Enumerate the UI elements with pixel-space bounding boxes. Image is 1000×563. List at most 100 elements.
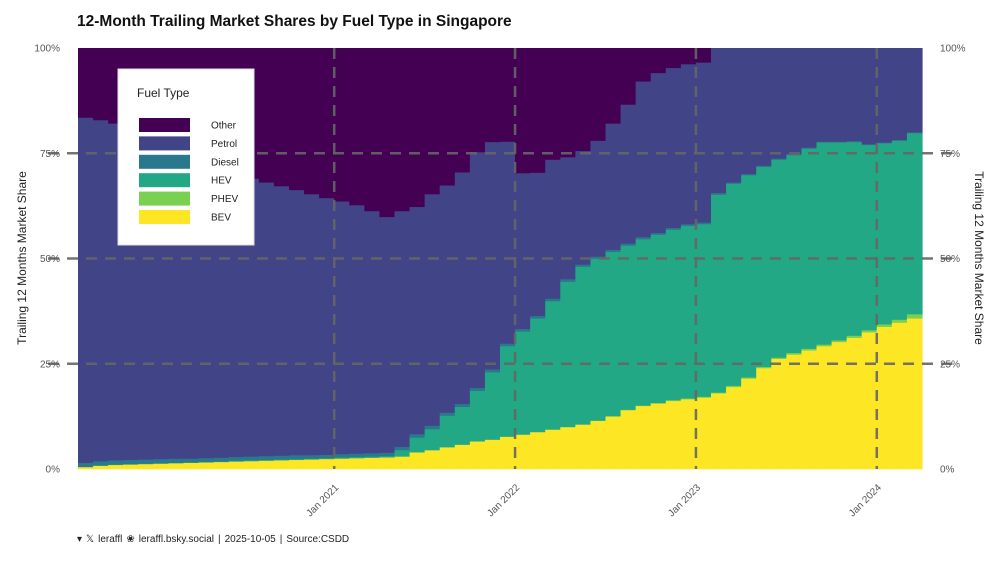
bar-hev-16: [319, 458, 335, 460]
y-tick-right-4: 100%: [940, 44, 966, 55]
bar-other-23: [424, 48, 441, 195]
bar-diesel-7: [183, 458, 200, 463]
bar-bev-41: [695, 397, 712, 470]
x-tick-3: Jan 2024: [847, 482, 884, 519]
bar-hev-35: [605, 251, 622, 417]
bar-diesel-49: [816, 141, 833, 143]
bar-hev-33: [575, 266, 592, 425]
bar-bev-51: [846, 337, 863, 470]
bar-hev-45: [756, 166, 772, 367]
bar-diesel-25: [454, 403, 471, 407]
bar-petrol-16: [319, 197, 335, 455]
bar-other-21: [394, 48, 411, 212]
legend-swatch-other: [139, 118, 190, 132]
bar-phev-38: [650, 402, 667, 404]
bar-hev-3: [123, 463, 139, 465]
x-icon: 𝕏: [86, 534, 95, 545]
bar-diesel-10: [228, 456, 245, 461]
bar-bev-50: [831, 341, 848, 470]
bar-bev-46: [771, 358, 787, 470]
bar-petrol-52: [861, 48, 878, 145]
bar-bev-2: [108, 464, 124, 470]
bar-hev-10: [228, 460, 245, 462]
bar-other-27: [484, 48, 501, 143]
butterfly-icon: ❀: [126, 534, 135, 545]
bar-bev-20: [379, 457, 396, 470]
bar-bev-27: [484, 439, 501, 470]
bar-bev-30: [530, 431, 546, 470]
bar-phev-37: [635, 405, 652, 407]
bar-diesel-13: [273, 455, 290, 460]
bar-phev-52: [861, 330, 878, 333]
bar-phev-53: [876, 324, 893, 328]
y-tick-right-0: 0%: [940, 465, 955, 476]
bar-bev-17: [334, 458, 350, 470]
bar-petrol-12: [258, 182, 275, 457]
bar-hev-43: [726, 183, 742, 386]
bar-petrol-44: [741, 48, 757, 175]
bar-other-22: [409, 48, 426, 208]
bar-petrol-33: [575, 150, 592, 265]
bar-bev-3: [123, 464, 139, 470]
bar-petrol-1: [93, 119, 109, 462]
bar-phev-47: [786, 352, 803, 355]
bar-bev-13: [273, 460, 290, 470]
bar-petrol-20: [379, 216, 396, 453]
bar-diesel-32: [560, 279, 576, 282]
legend-label-other: Other: [211, 121, 237, 132]
bar-bev-22: [409, 452, 426, 470]
bar-hev-7: [183, 462, 200, 463]
bar-other-40: [680, 48, 697, 65]
bar-bev-10: [228, 461, 245, 470]
bar-petrol-55: [906, 48, 923, 133]
bar-petrol-34: [590, 140, 607, 257]
bar-diesel-4: [138, 459, 154, 464]
bar-hev-27: [484, 372, 501, 440]
bar-diesel-35: [605, 249, 622, 253]
bar-bev-31: [545, 429, 561, 470]
bar-petrol-40: [680, 64, 697, 225]
bar-phev-54: [891, 319, 908, 323]
bar-bev-44: [741, 378, 757, 470]
bar-hev-1: [93, 465, 109, 466]
bar-bev-1: [93, 465, 109, 470]
bar-diesel-15: [304, 455, 320, 459]
bar-phev-50: [831, 340, 848, 343]
bar-bev-0: [78, 466, 94, 470]
bar-bev-18: [349, 458, 365, 470]
gridlines: [48, 48, 952, 469]
bar-phev-39: [665, 399, 682, 402]
bar-bev-53: [876, 326, 893, 470]
legend-label-phev: PHEV: [211, 194, 239, 205]
bar-petrol-31: [545, 159, 561, 299]
bar-bev-29: [515, 434, 531, 470]
y-tick-right-3: 75%: [940, 149, 960, 160]
bar-other-30: [530, 48, 546, 173]
bar-diesel-1: [93, 461, 109, 466]
bar-bev-43: [726, 386, 742, 470]
x-ticks: Jan 2021 Jan 2022 Jan 2023 Jan 2024: [304, 482, 884, 519]
legend: Fuel Type Other Petrol Diesel HEV PHEV BEV: [117, 68, 255, 246]
bar-hev-11: [243, 460, 260, 462]
bar-other-14: [289, 48, 305, 191]
bar-petrol-54: [891, 48, 908, 141]
bar-phev-40: [680, 398, 697, 400]
bar-hev-5: [153, 463, 170, 464]
bar-hev-23: [424, 429, 441, 451]
bar-phev-51: [846, 335, 863, 338]
bar-petrol-19: [364, 210, 381, 454]
bar-other-39: [665, 48, 682, 69]
footer-date: 2025-10-05: [224, 534, 276, 545]
bar-other-1: [93, 48, 109, 121]
bar-petrol-42: [711, 48, 727, 194]
bar-petrol-24: [439, 185, 456, 413]
y-tick-left-3: 75%: [40, 149, 60, 160]
bar-other-37: [635, 48, 652, 82]
bar-phev-42: [711, 392, 727, 394]
bar-diesel-42: [711, 192, 727, 195]
bar-phev-36: [620, 409, 637, 411]
bar-petrol-35: [605, 123, 622, 250]
bar-petrol-28: [500, 141, 516, 344]
bar-petrol-53: [876, 48, 893, 143]
bar-other-33: [575, 48, 592, 152]
